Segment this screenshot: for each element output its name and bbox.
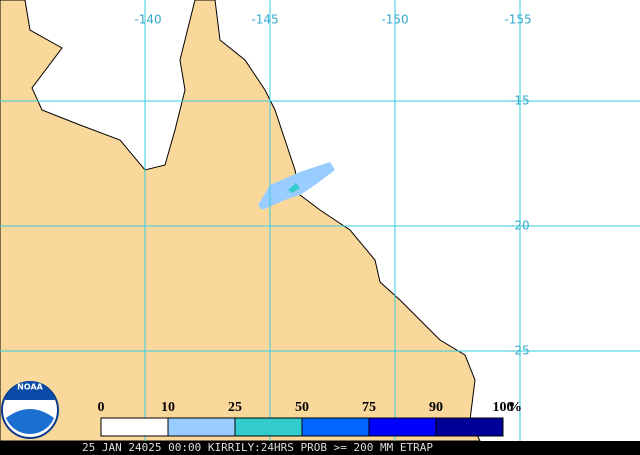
legend-unit: %: [508, 400, 522, 415]
footer-bar: [0, 441, 640, 455]
noaa-logo: NOAA: [1, 381, 59, 439]
footer-text: 25 JAN 24025 00:00 KIRRILY:24HRS PROB >=…: [82, 441, 433, 454]
legend-label: 50: [295, 400, 309, 415]
logo-sea: [6, 409, 54, 435]
lon-label: -150: [381, 13, 408, 27]
land: [0, 0, 481, 442]
legend-label: 100: [493, 400, 514, 415]
legend-swatch: [167, 417, 236, 437]
legend-label: 10: [161, 400, 175, 415]
logo-text: NOAA: [17, 383, 43, 392]
graticule: [0, 0, 640, 441]
legend-swatch: [368, 417, 437, 437]
legend: 0 10 25 50 75 90 100%: [98, 400, 522, 437]
legend-swatch: [435, 417, 504, 437]
logo-sky: [5, 381, 55, 400]
rain-probability-core: [288, 183, 300, 193]
lat-label: -25: [510, 344, 530, 358]
legend-label: 25: [228, 400, 242, 415]
lon-label: -145: [251, 13, 278, 27]
lon-label: -140: [134, 13, 161, 27]
legend-label: 0: [98, 400, 105, 415]
legend-label: 90: [429, 400, 443, 415]
lon-label: -155: [504, 13, 531, 27]
legend-label: 75: [362, 400, 376, 415]
lat-label: -20: [510, 219, 530, 233]
legend-swatch: [301, 417, 370, 437]
lat-label: -15: [510, 94, 530, 108]
legend-swatch: [234, 417, 303, 437]
legend-swatch: [100, 417, 169, 437]
